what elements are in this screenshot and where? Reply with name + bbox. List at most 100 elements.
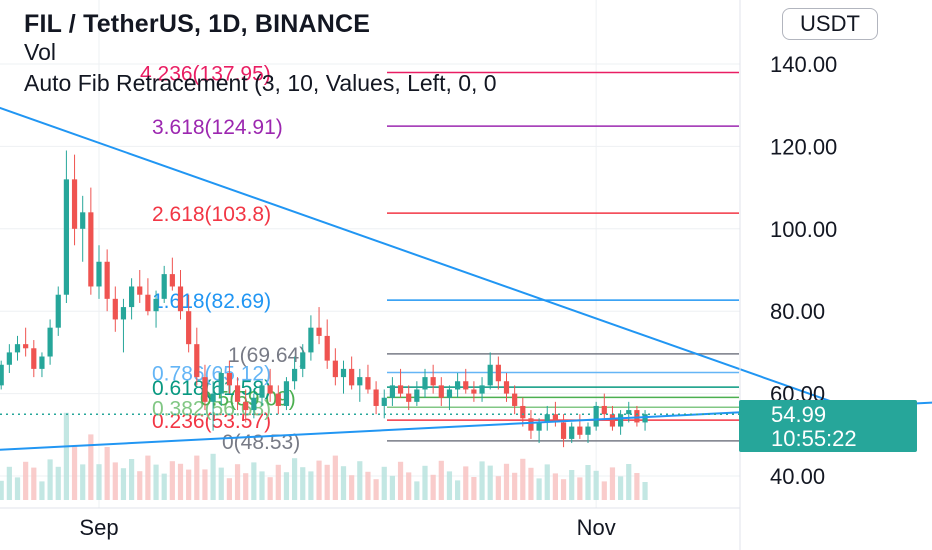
trendline-descending (0, 106, 915, 432)
volume-bar (618, 476, 624, 500)
volume-bar (389, 475, 395, 500)
volume-bar (495, 476, 501, 500)
price-tick-label: 80.00 (770, 299, 825, 324)
volume-bar (642, 482, 648, 500)
candle-body (495, 364, 501, 382)
volume-bar (422, 465, 428, 500)
volume-bar (104, 447, 110, 500)
candle-body (226, 373, 232, 386)
volume-bar (609, 467, 616, 500)
volume-bar (31, 467, 37, 500)
volume-bar (397, 461, 404, 500)
candle-body (251, 397, 257, 411)
volume-legend[interactable]: Vol (24, 39, 56, 65)
candle-body (275, 393, 281, 406)
candle-body (39, 356, 45, 369)
volume-bar (234, 464, 241, 500)
candle-body (349, 368, 355, 386)
volume-bar (544, 464, 550, 500)
candle-body (145, 294, 151, 312)
candle-body (430, 377, 436, 386)
candle-body (512, 393, 518, 406)
candle-body (47, 327, 53, 357)
volume-bar (275, 464, 281, 500)
candle-body (283, 381, 290, 406)
volume-bar (226, 478, 232, 500)
volume-bar (577, 477, 583, 500)
fib-label: 0.236(53.57) (152, 410, 271, 433)
volume-bar (218, 467, 224, 500)
volume-bar (80, 464, 86, 500)
last-price-tag: 54.99 10:55:22 (739, 400, 917, 452)
candle-body (63, 179, 69, 295)
candle-body (528, 418, 534, 431)
candle-body (406, 393, 412, 402)
volume-bar (446, 471, 453, 500)
candle-body (14, 344, 21, 353)
volume-bar (324, 464, 330, 500)
candle-body (0, 364, 4, 386)
candle-body (544, 414, 550, 423)
candle-body (292, 368, 298, 382)
candle-body (463, 381, 469, 390)
volume-bar (251, 462, 257, 500)
volume-bar (471, 477, 477, 500)
candle-body (324, 335, 330, 361)
candle-body (31, 348, 37, 369)
time-tick-label: Sep (79, 515, 118, 540)
fib-label: 1(69.64) (228, 344, 306, 367)
volume-bar (601, 481, 607, 500)
candle-body (357, 377, 363, 386)
candle-body (438, 385, 444, 398)
price-tick-label: 40.00 (770, 464, 825, 489)
candle-body (471, 389, 477, 394)
volume-bar (283, 472, 290, 500)
candle-body (577, 426, 583, 435)
volume-bar (145, 455, 151, 500)
candle-body (169, 274, 175, 287)
candle-body (186, 311, 192, 345)
candle-body (593, 405, 599, 427)
candle-body (316, 327, 322, 336)
volume-bar (96, 464, 102, 500)
candle-body (259, 385, 265, 398)
volume-bar (479, 461, 485, 500)
volume-bar (137, 471, 143, 500)
volume-bar (55, 466, 61, 500)
candle-body (503, 381, 510, 394)
fib-levels: 0(48.53)0.236(53.57)0.382(56.68)0.5(59.0… (140, 62, 739, 454)
volume-bar (186, 469, 192, 500)
candle-body (120, 307, 127, 320)
candle-body (161, 274, 167, 299)
candle-body (71, 179, 78, 229)
symbol-title[interactable]: FIL / TetherUS, 1D, BINANCE (24, 10, 371, 38)
price-tick-label: 100.00 (770, 217, 837, 242)
volume-bar (560, 479, 567, 500)
volume-bar (365, 471, 371, 500)
candle-body (397, 385, 404, 394)
volume-bar (308, 471, 314, 500)
volume-bar (267, 477, 273, 500)
candle-body (626, 410, 632, 415)
volume-bar (23, 461, 29, 500)
fib-legend[interactable]: Auto Fib Retracement (3, 10, Values, Lef… (24, 70, 497, 96)
candle-body (536, 422, 542, 431)
last-price-value: 54.99 (771, 402, 827, 427)
volume-bar (634, 473, 640, 500)
volume-bar (6, 466, 12, 500)
candle-body (6, 352, 12, 365)
volume-bar (202, 469, 208, 500)
currency-button[interactable]: USDT (782, 8, 878, 40)
candle-body (414, 389, 420, 402)
candle-body (153, 298, 159, 312)
candle-body (381, 397, 387, 406)
candle-body (601, 405, 607, 415)
candle-body (80, 212, 86, 229)
volume-bar (340, 466, 347, 500)
candle-body (202, 377, 208, 402)
volume-bar (487, 465, 493, 500)
candle-body (129, 286, 135, 308)
candle-body (422, 377, 428, 390)
candle-body (552, 414, 558, 423)
